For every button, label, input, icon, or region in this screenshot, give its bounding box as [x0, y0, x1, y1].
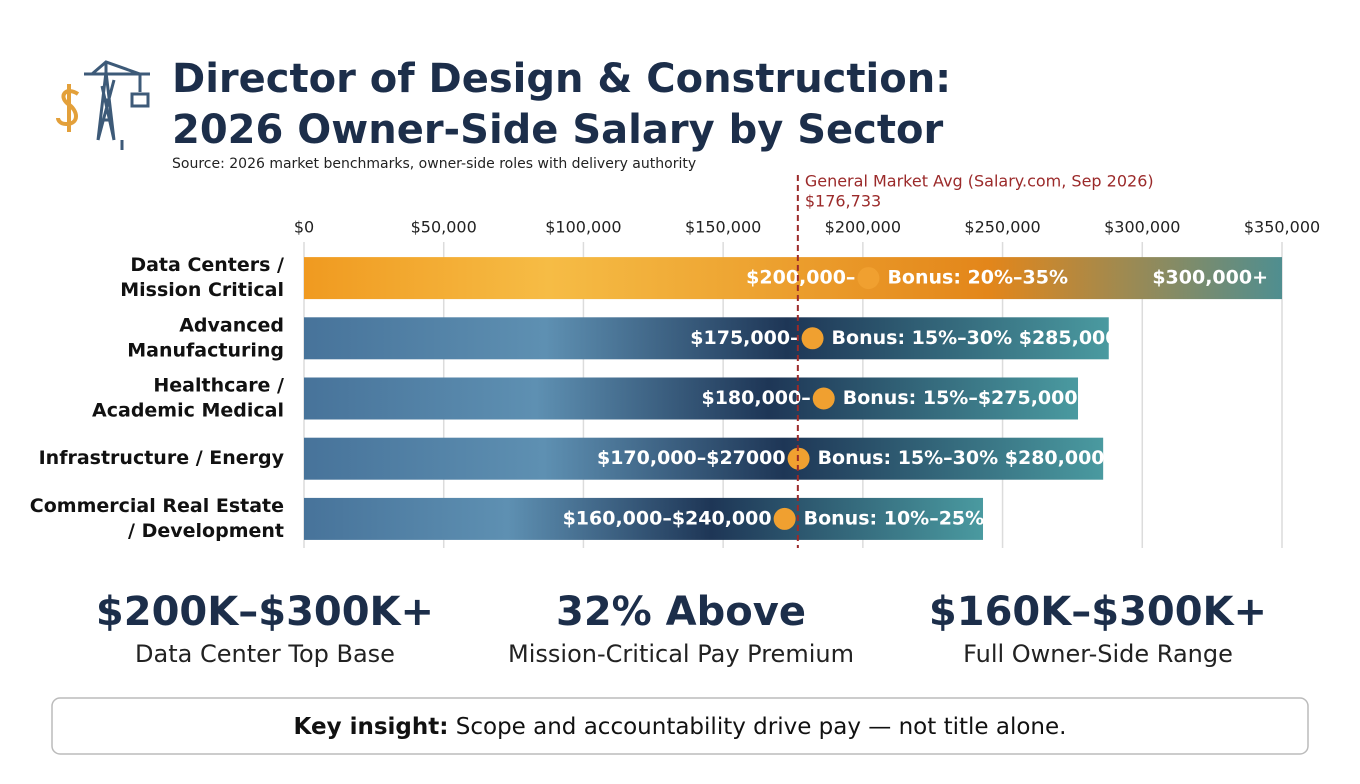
category-label: Manufacturing [127, 339, 284, 361]
category-label: / Development [128, 520, 284, 542]
stats: $200K–$300K+ Data Center Top Base 32% Abov… [96, 589, 1267, 668]
category-label: Infrastructure / Energy [39, 447, 285, 469]
stat-value: 32% Above [556, 589, 806, 635]
x-tick-label: $0 [294, 218, 314, 237]
marker [857, 267, 880, 290]
category-label: Mission Critical [120, 279, 284, 301]
insight-lead: Key insight: [294, 714, 449, 740]
stat-label: Full Owner-Side Range [963, 640, 1233, 668]
insight-text: Scope and accountability drive pay — not… [456, 714, 1067, 740]
category-label: Data Centers / [130, 254, 284, 276]
x-tick-label: $250,000 [964, 218, 1040, 237]
category-label: Advanced [179, 314, 284, 336]
category-label: Academic Medical [92, 400, 284, 422]
bar-label: $300,000+ [1152, 267, 1268, 289]
bar-label: $170,000–$27000 [597, 447, 786, 469]
x-tick-label: $350,000 [1244, 218, 1320, 237]
bar [304, 317, 1109, 360]
category-label: Commercial Real Estate [30, 495, 284, 517]
x-tick-label: $300,000 [1104, 218, 1180, 237]
stat-value: $160K–$300K+ [929, 589, 1267, 635]
bar [304, 497, 984, 540]
x-tick-label: $50,000 [411, 218, 477, 237]
crane-icon [56, 60, 150, 150]
bar-label: $180,000– [701, 387, 810, 409]
bar-label: Bonus: 20%–35% [887, 267, 1068, 289]
x-tick-label: $100,000 [545, 218, 621, 237]
insight-box [51, 697, 1309, 755]
category-label: Healthcare / [153, 375, 284, 397]
x-tick-label: $200,000 [825, 218, 901, 237]
bar [304, 377, 1079, 420]
bar-label: Bonus: 15%–$275,000 [843, 387, 1078, 409]
bar [304, 437, 1104, 480]
stat-label: Data Center Top Base [135, 640, 395, 668]
x-tick-label: $150,000 [685, 218, 761, 237]
plot: $0 $50,000 $100,000 $150,000 $200,000 $250,00… [30, 172, 1320, 548]
marker [801, 327, 824, 350]
marker [812, 387, 835, 410]
stat-label: Mission-Critical Pay Premium [508, 640, 854, 668]
bar-label: $200,000– [746, 267, 855, 289]
title-line: 2026 Owner-Side Salary by Sector [172, 107, 943, 153]
subtitle: Source: 2026 market benchmarks, owner-si… [172, 156, 696, 172]
reference-label: General Market Avg (Salary.com, Sep 2026… [805, 172, 1154, 191]
bar-label: Bonus: 15%–30% $285,000 [832, 327, 1119, 349]
reference-value: $176,733 [805, 192, 881, 211]
marker [773, 507, 796, 530]
bar-label: Bonus: 15%–30% $280,000 [818, 447, 1105, 469]
insight: Key insight: Scope and accountability dr… [294, 714, 1067, 740]
bar [304, 257, 1282, 300]
stat-value: $200K–$300K+ [96, 589, 434, 635]
title-line: Director of Design & Construction: [172, 56, 951, 102]
bar-label: $175,000– [690, 327, 799, 349]
bar-label: Bonus: 10%–25% [804, 507, 985, 529]
bar-label: $160,000–$240,000 [563, 507, 772, 529]
